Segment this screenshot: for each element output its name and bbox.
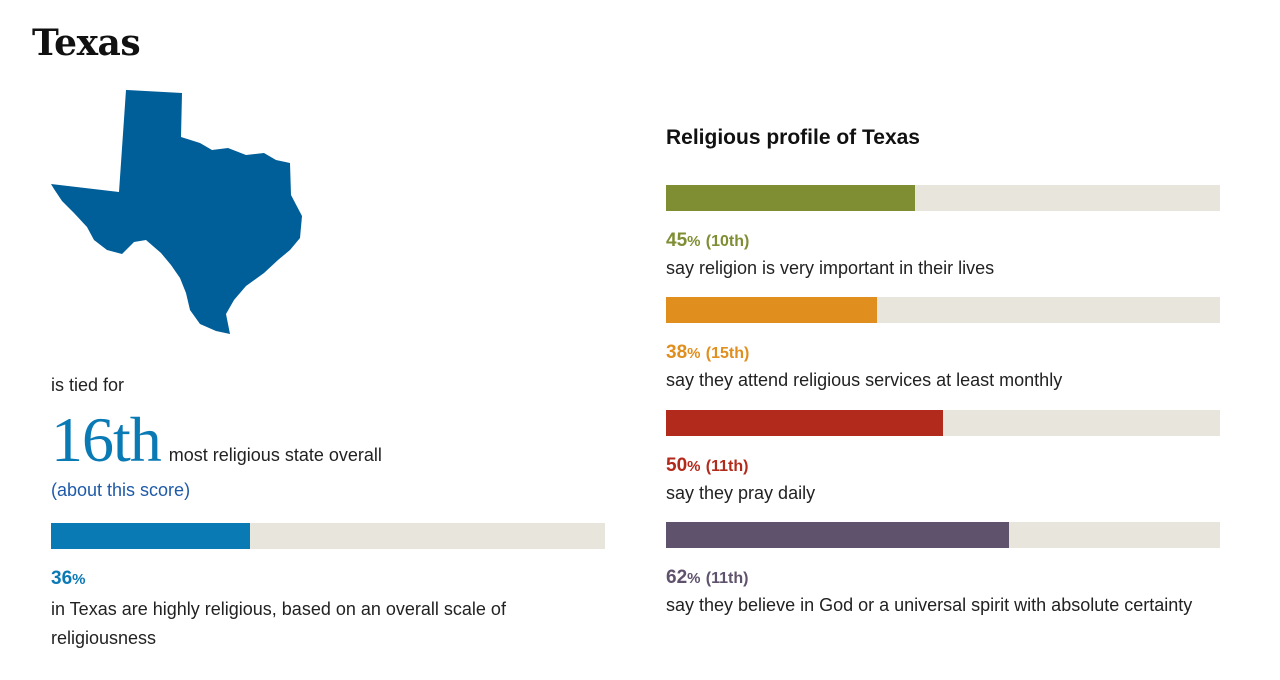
- metric-bar-fill: [666, 410, 943, 436]
- metric-percent: 50% (11th): [666, 455, 1220, 477]
- rank-description: most religious state overall: [168, 445, 382, 465]
- metric-bar-track: [666, 410, 1220, 436]
- metric-attendance: 38% (15th) say they attend religious ser…: [666, 297, 1220, 395]
- metric-percent: 45% (10th): [666, 230, 1220, 252]
- metric-percent-unit: %: [687, 570, 701, 587]
- overall-percent-value: 36: [51, 568, 73, 589]
- state-title: Texas: [32, 22, 141, 64]
- metric-percent: 62% (11th): [666, 567, 1220, 589]
- rank-number: 16th: [51, 404, 162, 475]
- metric-bar-fill: [666, 185, 916, 211]
- metric-belief: 62% (11th) say they believe in God or a …: [666, 522, 1220, 620]
- metric-rank: (15th): [705, 345, 750, 362]
- metric-percent-unit: %: [687, 233, 701, 250]
- metric-percent-value: 62: [666, 567, 688, 588]
- overall-percent-unit: %: [72, 571, 86, 588]
- overall-percent: 36%: [51, 568, 85, 590]
- metric-percent-value: 45: [666, 230, 688, 251]
- metric-description: say they attend religious services at le…: [666, 370, 1063, 390]
- metric-bar-track: [666, 297, 1220, 323]
- rank-lead-in: is tied for: [51, 375, 125, 395]
- metric-importance: 45% (10th) say religion is very importan…: [666, 185, 1220, 283]
- texas-map-icon: [51, 90, 302, 334]
- metric-bar-fill: [666, 297, 877, 323]
- metric-bar-track: [666, 522, 1220, 548]
- metric-prayer: 50% (11th) say they pray daily: [666, 410, 1220, 508]
- overall-bar-track: [51, 523, 605, 549]
- rank-row: 16th most religious state overall: [51, 408, 382, 472]
- overall-description: in Texas are highly religious, based on …: [51, 599, 506, 648]
- about-score-link[interactable]: (about this score): [51, 480, 191, 500]
- metric-rank: (11th): [705, 458, 749, 475]
- metric-description: say religion is very important in their …: [666, 258, 995, 278]
- metric-percent: 38% (15th): [666, 342, 1220, 364]
- overall-bar-fill: [51, 523, 251, 549]
- metric-bar-track: [666, 185, 1220, 211]
- profile-heading: Religious profile of Texas: [666, 126, 920, 149]
- metric-percent-value: 38: [666, 342, 688, 363]
- metric-rank: (10th): [705, 233, 750, 250]
- metric-percent-unit: %: [687, 458, 701, 475]
- metric-rank: (11th): [705, 570, 749, 587]
- metric-percent-unit: %: [687, 345, 701, 362]
- metric-description: say they believe in God or a universal s…: [666, 595, 1193, 615]
- metric-bar-fill: [666, 522, 1010, 548]
- metric-percent-value: 50: [666, 455, 688, 476]
- metric-description: say they pray daily: [666, 483, 816, 503]
